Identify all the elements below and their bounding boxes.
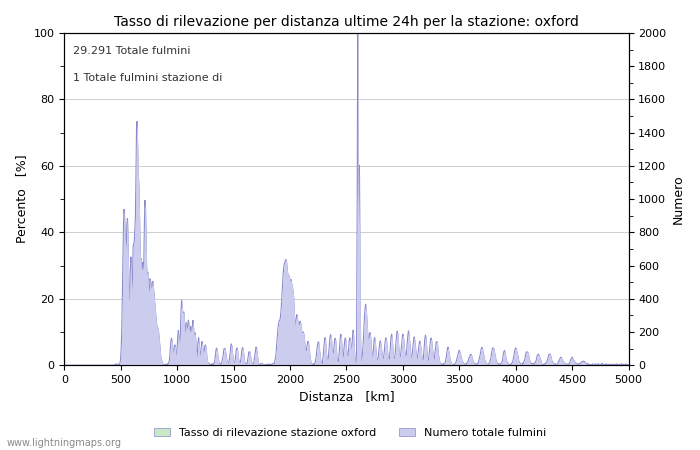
Y-axis label: Numero: Numero	[672, 174, 685, 224]
Legend: Tasso di rilevazione stazione oxford, Numero totale fulmini: Tasso di rilevazione stazione oxford, Nu…	[149, 423, 551, 442]
Text: www.lightningmaps.org: www.lightningmaps.org	[7, 438, 122, 448]
X-axis label: Distanza   [km]: Distanza [km]	[299, 391, 394, 404]
Text: 1 Totale fulmini stazione di: 1 Totale fulmini stazione di	[73, 73, 222, 83]
Title: Tasso di rilevazione per distanza ultime 24h per la stazione: oxford: Tasso di rilevazione per distanza ultime…	[114, 15, 579, 29]
Text: 29.291 Totale fulmini: 29.291 Totale fulmini	[73, 46, 190, 56]
Y-axis label: Percento   [%]: Percento [%]	[15, 155, 28, 243]
